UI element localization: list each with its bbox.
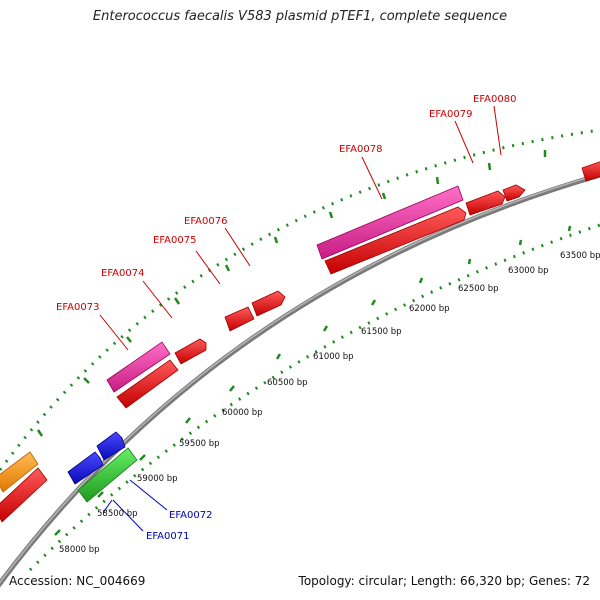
- bp-label-58500: 58500 bp: [97, 509, 138, 519]
- gene-label-efa0080: EFA0080: [473, 94, 516, 105]
- gene-label-efa0071: EFA0071: [146, 531, 189, 542]
- gene-label-efa0076: EFA0076: [184, 216, 227, 227]
- gene-label-efa0075: EFA0075: [153, 235, 196, 246]
- bp-label-62500: 62500 bp: [458, 284, 499, 294]
- inner-tick-track: [28, 223, 600, 572]
- gene-efa0078-pink[interactable]: [316, 185, 464, 260]
- gene-label-efa0074: EFA0074: [101, 268, 144, 279]
- bp-label-62000: 62000 bp: [409, 304, 450, 314]
- bp-label-60000: 60000 bp: [222, 408, 263, 418]
- gene-efa0072-a[interactable]: [67, 451, 104, 485]
- gene-efa0073-red[interactable]: [116, 359, 179, 409]
- gene-efa0071[interactable]: [77, 447, 138, 503]
- label-leaders: [99, 105, 502, 532]
- bp-label-63500: 63500 bp: [560, 251, 600, 261]
- gene-efa0080[interactable]: [502, 184, 526, 202]
- gene-red-left[interactable]: [0, 467, 48, 523]
- bp-label-59000: 59000 bp: [137, 474, 178, 484]
- gene-efa0078-red[interactable]: [324, 206, 467, 275]
- gene-efa0072-b[interactable]: [96, 431, 126, 461]
- outer-major-ticks: [36, 150, 547, 437]
- gene-label-efa0073: EFA0073: [56, 302, 99, 313]
- gene-label-efa0078: EFA0078: [339, 144, 382, 155]
- accession-text: Accession: NC_004669: [9, 574, 146, 588]
- gene-red-right[interactable]: [581, 160, 600, 182]
- gene-orange-left[interactable]: [0, 451, 39, 493]
- bp-label-59500: 59500 bp: [179, 439, 220, 449]
- bp-label-60500: 60500 bp: [267, 378, 308, 388]
- gene-label-efa0079: EFA0079: [429, 109, 472, 120]
- gene-efa0074[interactable]: [174, 338, 207, 365]
- inner-major-ticks: [54, 225, 572, 536]
- gene-efa0079[interactable]: [465, 190, 506, 216]
- outer-tick-track: [0, 128, 600, 471]
- topology-summary: Topology: circular; Length: 66,320 bp; G…: [298, 574, 590, 588]
- map-title: Enterococcus faecalis V583 plasmid pTEF1…: [92, 9, 508, 24]
- gene-efa0076[interactable]: [251, 290, 286, 317]
- bp-label-61000: 61000 bp: [313, 352, 354, 362]
- gene-efa0073-pink[interactable]: [106, 341, 171, 393]
- gene-label-efa0072: EFA0072: [169, 510, 212, 521]
- gene-efa0075[interactable]: [224, 306, 255, 332]
- bp-label-61500: 61500 bp: [361, 327, 402, 337]
- bp-label-63000: 63000 bp: [508, 266, 549, 276]
- bp-label-58000: 58000 bp: [59, 545, 100, 555]
